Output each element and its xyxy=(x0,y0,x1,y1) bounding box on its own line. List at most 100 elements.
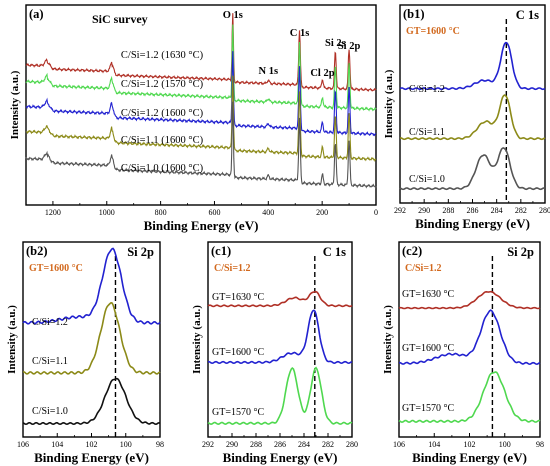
x-tick-label: 284 xyxy=(491,206,503,215)
series-label: C/Si=1.2 (1570 °C) xyxy=(121,79,204,90)
spectrum-trace xyxy=(207,309,353,365)
series-label: GT=1630 °C xyxy=(402,289,454,300)
x-tick-label: 100 xyxy=(120,440,132,449)
panel-label: (c2) xyxy=(402,244,422,258)
series-label: GT=1600 °C xyxy=(212,347,264,358)
panel-b2: 106 104 102 100 98 Binding Energy (eV) Intensi… xyxy=(6,241,164,465)
x-tick-label: 280 xyxy=(346,440,358,449)
panel-b1: 292 290 288 286 284 282 280 Binding Energy (eV)… xyxy=(383,4,550,231)
x-tick-label: 100 xyxy=(499,440,511,449)
spectrum-trace xyxy=(22,247,161,325)
plot-frame xyxy=(25,4,377,206)
panel-title: SiC survey xyxy=(92,12,148,26)
x-tick-label: 106 xyxy=(17,440,29,449)
series-label: C/Si=1.1 (1600 °C) xyxy=(121,135,204,146)
panel-annotation: C/Si=1.2 xyxy=(214,263,251,274)
panel-label: (a) xyxy=(29,7,44,21)
peak-label: O 1s xyxy=(223,10,243,21)
panel-c2: 106 104 102 100 98 Binding Energy (eV) Intensi… xyxy=(382,241,544,465)
series-label: C/Si=1.2 xyxy=(32,317,68,328)
panel-label: (c1) xyxy=(211,244,231,258)
y-axis-label: Intensity (a.u.) xyxy=(382,305,394,374)
x-tick-label: 280 xyxy=(539,206,550,215)
spectrum-trace xyxy=(25,51,377,137)
y-axis-label: Intensity (a.u.) xyxy=(191,305,203,374)
series-label: C/Si=1.1 xyxy=(409,127,445,138)
x-tick-label: 0 xyxy=(374,208,378,217)
x-tick-label: 1200 xyxy=(45,208,61,217)
series-label: GT=1630 °C xyxy=(212,292,264,303)
panel-c1: 292 290 288 286 284 282 280 Binding Energy (eV)… xyxy=(191,241,358,465)
y-axis-label: Intensity (a.u.) xyxy=(6,305,18,374)
series-label: C/Si=1.1 xyxy=(32,356,68,367)
x-tick-label: 98 xyxy=(536,440,544,449)
spectrum-trace xyxy=(398,290,541,310)
x-tick-label: 200 xyxy=(316,208,328,217)
panel-annotation: GT=1600 °C xyxy=(406,26,460,37)
x-tick-label: 288 xyxy=(442,206,454,215)
x-tick-label: 282 xyxy=(322,440,334,449)
x-tick-label: 1000 xyxy=(99,208,115,217)
x-tick-label: 104 xyxy=(51,440,63,449)
spectrum-trace xyxy=(398,371,541,424)
x-tick-label: 282 xyxy=(515,206,527,215)
series-label: C/Si=1.2 xyxy=(409,84,445,95)
series-label: C/Si=1.0 xyxy=(409,174,445,185)
panel-annotation: GT=1600 °C xyxy=(29,263,83,274)
x-tick-label: 600 xyxy=(208,208,220,217)
x-axis-label: Binding Energy (eV) xyxy=(144,218,259,233)
series-label: GT=1600 °C xyxy=(402,343,454,354)
y-axis-label: Intensity (a.u.) xyxy=(383,69,395,138)
spectrum-trace xyxy=(25,13,377,92)
series-label: C/Si=1.2 (1630 °C) xyxy=(121,50,204,61)
series-label: GT=1570 °C xyxy=(402,403,454,414)
x-axis-label: Binding Energy (eV) xyxy=(415,216,530,231)
series-label: GT=1570 °C xyxy=(212,407,264,418)
peak-label: Si 2s xyxy=(325,38,346,49)
x-tick-label: 400 xyxy=(262,208,274,217)
panel-title: C 1s xyxy=(323,245,346,259)
peak-label: C 1s xyxy=(290,28,310,39)
x-tick-label: 288 xyxy=(250,440,262,449)
spectrum-trace xyxy=(399,147,546,191)
spectrum-trace xyxy=(25,24,377,112)
spectrum-trace xyxy=(25,101,377,189)
spectrum-trace xyxy=(399,309,541,366)
panel-a: 1200 1000 800 600 400 200 0 Binding Energy (eV)… xyxy=(9,4,378,233)
x-tick-label: 106 xyxy=(393,440,405,449)
x-tick-label: 290 xyxy=(226,440,238,449)
x-axis-label: Binding Energy (eV) xyxy=(34,450,149,465)
peak-label: Cl 2p xyxy=(310,68,334,79)
peak-label: N 1s xyxy=(259,66,279,77)
x-tick-label: 292 xyxy=(394,206,406,215)
series-label: C/Si=1.0 (1600 °C) xyxy=(121,163,204,174)
x-axis-label: Binding Energy (eV) xyxy=(412,450,527,465)
panel-title: Si 2p xyxy=(127,245,154,259)
spectrum-trace xyxy=(399,94,546,141)
series-label: C/Si=1.2 (1600 °C) xyxy=(121,108,204,119)
spectrum-trace xyxy=(207,290,353,308)
x-tick-label: 800 xyxy=(155,208,167,217)
x-tick-label: 102 xyxy=(86,440,98,449)
x-tick-label: 284 xyxy=(298,440,310,449)
x-tick-label: 98 xyxy=(156,440,164,449)
spectrum-trace xyxy=(25,75,376,162)
panel-label: (b1) xyxy=(403,7,425,21)
x-tick-label: 102 xyxy=(464,440,476,449)
y-axis-label: Intensity (a.u.) xyxy=(9,70,21,139)
spectrum-trace xyxy=(399,41,546,91)
x-axis-label: Binding Energy (eV) xyxy=(223,450,338,465)
x-tick-label: 104 xyxy=(428,440,440,449)
x-tick-label: 292 xyxy=(202,440,214,449)
spectrum-trace xyxy=(22,377,161,426)
series-label: C/Si=1.0 xyxy=(32,406,68,417)
spectrum-trace xyxy=(22,301,161,375)
peak-label: Si 2p xyxy=(338,41,361,52)
x-tick-label: 286 xyxy=(274,440,286,449)
x-tick-label: 290 xyxy=(418,206,430,215)
spectrum-trace xyxy=(207,366,353,426)
panel-annotation: C/Si=1.2 xyxy=(405,263,442,274)
panel-label: (b2) xyxy=(26,244,48,258)
x-tick-label: 286 xyxy=(467,206,479,215)
